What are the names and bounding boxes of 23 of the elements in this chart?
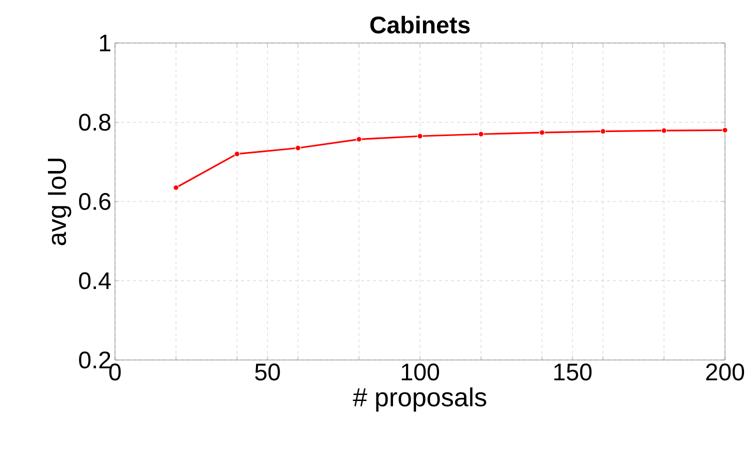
x-tick-label: 100 [402, 364, 440, 381]
point [295, 145, 301, 151]
point [173, 184, 179, 191]
point [600, 128, 606, 134]
chart-title: Cabinets [370, 16, 470, 34]
point [478, 131, 484, 138]
point [356, 136, 362, 142]
y-tick-label: 0.8 [79, 114, 110, 131]
y-tick-label: 0.4 [79, 272, 111, 290]
point [539, 130, 545, 136]
y-tick-label: 1 [100, 34, 110, 52]
y-tick-label: 0.6 [79, 193, 110, 210]
x-tick-label: 150 [554, 364, 592, 381]
x-tick-label: 0 [109, 364, 121, 381]
y-tick-label: 0.2 [79, 352, 110, 368]
point [417, 133, 423, 140]
x-tick-label: 50 [255, 364, 280, 381]
point [722, 127, 728, 134]
point [661, 128, 667, 134]
y-axis-title: avg IoU [48, 158, 72, 246]
x-axis-title: # proposals [352, 387, 486, 412]
x-tick-label: 200 [706, 364, 744, 381]
point [234, 151, 240, 157]
